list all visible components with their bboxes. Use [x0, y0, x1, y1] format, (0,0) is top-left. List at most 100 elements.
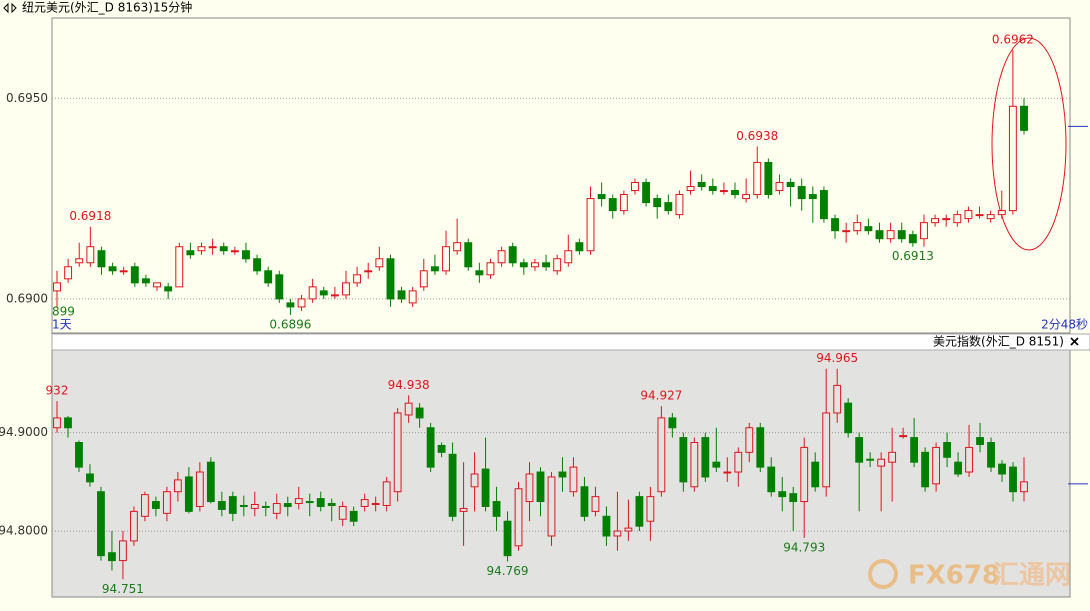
candle-body [844, 402, 853, 434]
candle-body [920, 222, 928, 240]
menu-icon[interactable] [3, 2, 17, 14]
candle-body [597, 194, 606, 200]
candle-body [558, 471, 567, 478]
candle-body [197, 246, 206, 252]
candle-body [831, 218, 839, 232]
candle-body [442, 246, 450, 272]
candle-body [408, 290, 417, 304]
candle-body [497, 250, 506, 264]
candle-body [264, 270, 273, 284]
annotation: 0.6918 [69, 209, 111, 223]
annotation: 94.751 [102, 582, 144, 596]
candle-body [786, 182, 795, 188]
candle-body [542, 262, 551, 268]
candle-body [580, 486, 589, 517]
candle-body [173, 479, 182, 493]
candle-body [53, 282, 61, 292]
candle-body [964, 210, 973, 220]
annotation: 94.769 [487, 564, 529, 578]
candle-body [1020, 481, 1028, 493]
candle-body [1020, 105, 1028, 131]
annotation: 94.927 [640, 389, 682, 403]
candle-body [767, 466, 776, 493]
candle-body [536, 471, 545, 503]
candle-body [217, 501, 226, 510]
candle-body [349, 510, 358, 522]
candle-body [316, 498, 325, 507]
candle-body [833, 384, 842, 414]
candle-body [613, 530, 622, 537]
candle-body [690, 442, 699, 488]
candle-body [756, 427, 765, 468]
candle-body [775, 182, 784, 192]
candle-body [908, 234, 917, 244]
candle-body [175, 246, 184, 288]
candle-body [819, 190, 828, 220]
candle-body [486, 262, 495, 276]
candle-body [635, 496, 644, 527]
candle-body [470, 473, 479, 488]
annotation: 932 [46, 384, 69, 398]
candle-body [382, 481, 391, 506]
candle-body [797, 186, 806, 200]
candle-body [675, 194, 684, 216]
candle-body [921, 451, 930, 488]
candle-body [253, 258, 262, 272]
candle-body [864, 226, 873, 232]
candle-body [525, 473, 534, 503]
candle-body [308, 286, 317, 300]
candle-body [228, 496, 237, 514]
candle-body [151, 501, 160, 509]
candle-body [602, 515, 611, 537]
candle-body [719, 190, 728, 193]
annotation: 0.6962 [992, 33, 1034, 47]
candle-body [564, 250, 573, 264]
candle-body [342, 282, 350, 296]
candle-body [953, 214, 962, 224]
candle-body [910, 437, 919, 463]
candle-body [353, 274, 362, 284]
candle-body [998, 463, 1006, 475]
candle-body [734, 451, 743, 473]
candle-body [119, 270, 128, 273]
candle-body [186, 250, 195, 256]
footer-label: 2分48秒 [1041, 318, 1088, 332]
candle-body [437, 444, 446, 453]
close-button[interactable] [1070, 337, 1079, 346]
candle-body [608, 198, 617, 212]
candle-body [97, 250, 106, 268]
annotation: 94.965 [816, 351, 858, 365]
candle-body [53, 417, 61, 429]
footer-label: 899 [52, 305, 75, 319]
candle-body [503, 520, 512, 557]
candle-body [1009, 466, 1017, 493]
candle-body [239, 504, 248, 507]
candle-body [208, 246, 217, 249]
candle-body [464, 242, 473, 268]
annotation: 94.793 [783, 540, 825, 554]
candle-body [1008, 105, 1017, 212]
candle-body [842, 230, 851, 233]
candle-body [723, 471, 732, 474]
candle-body [275, 274, 284, 300]
candle-body [492, 501, 501, 517]
candle-body [108, 266, 117, 272]
candle-body [375, 258, 384, 268]
candle-body [569, 466, 578, 493]
candle-body [75, 442, 83, 468]
candle-body [130, 266, 139, 284]
candle-body [987, 442, 995, 468]
candle-body [519, 262, 528, 268]
candle-body [97, 491, 105, 557]
candle-body [986, 214, 995, 220]
candle-body [242, 250, 250, 260]
y-tick-label: 94.8000 [0, 524, 48, 538]
candle-body [877, 458, 886, 467]
candle-body [778, 491, 787, 498]
candle-body [943, 442, 951, 458]
candle-body [305, 501, 314, 504]
candle-body [419, 270, 428, 288]
candle-body [386, 258, 395, 300]
candle-body [530, 262, 539, 268]
